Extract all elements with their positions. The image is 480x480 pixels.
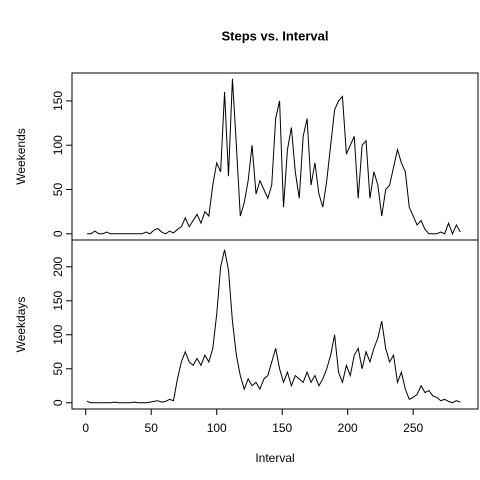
x-tick-label: 0 — [82, 421, 89, 435]
y-tick-label: 50 — [51, 183, 65, 197]
y-tick-label: 100 — [51, 135, 65, 155]
x-tick-label: 250 — [403, 421, 423, 435]
y-tick-label: 0 — [51, 230, 65, 237]
x-axis-label: Interval — [255, 451, 294, 465]
x-tick-label: 150 — [272, 421, 292, 435]
y-tick-label: 200 — [51, 256, 65, 276]
y-tick-label: 100 — [51, 324, 65, 344]
y-axis-label: Weekdays — [14, 297, 28, 353]
x-tick-label: 200 — [338, 421, 358, 435]
data-line — [86, 249, 461, 404]
chart-title: Steps vs. Interval — [222, 28, 329, 43]
x-tick-label: 50 — [145, 421, 159, 435]
y-tick-label: 150 — [51, 91, 65, 111]
y-tick-label: 150 — [51, 290, 65, 310]
y-tick-label: 50 — [51, 362, 65, 376]
x-tick-label: 100 — [207, 421, 227, 435]
y-tick-label: 0 — [51, 399, 65, 406]
data-line — [87, 78, 461, 236]
y-axis-label: Weekends — [14, 128, 28, 184]
